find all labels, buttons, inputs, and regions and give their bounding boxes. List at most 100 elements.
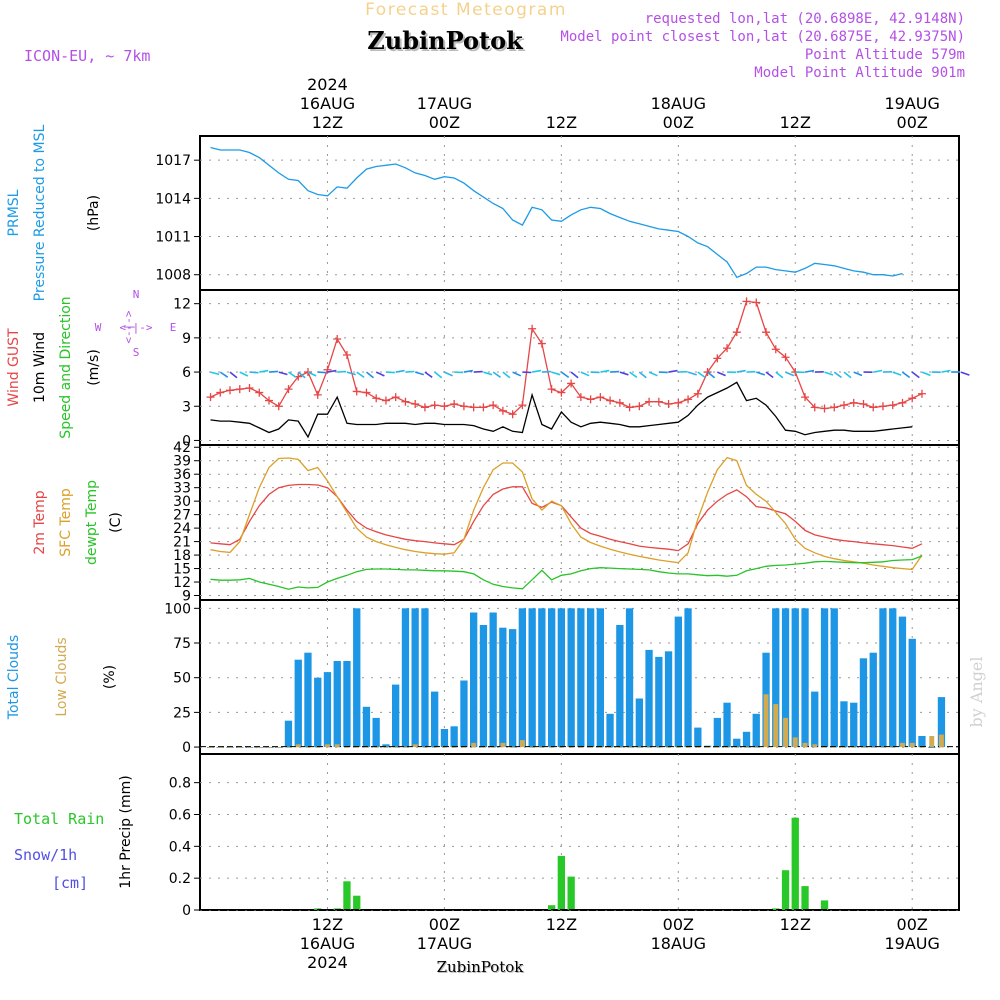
wind-direction-arrow bbox=[580, 371, 590, 377]
wind-direction-arrow bbox=[638, 371, 647, 379]
gust-point bbox=[596, 393, 605, 402]
wind-direction-arrow bbox=[492, 371, 501, 378]
bar-total-clouds bbox=[353, 608, 361, 747]
bar-low-clouds bbox=[939, 734, 944, 748]
time-axis-label: 17AUG bbox=[417, 94, 472, 113]
wind-direction-arrow bbox=[375, 371, 385, 377]
gust-point bbox=[908, 394, 917, 403]
model-altitude: Model Point Altitude 901m bbox=[754, 65, 965, 81]
bar-low-clouds bbox=[334, 744, 340, 748]
wind-direction-arrow bbox=[327, 369, 337, 373]
wind-direction-arrow bbox=[960, 371, 970, 376]
bar-total-clouds bbox=[850, 702, 858, 748]
gust-point bbox=[586, 395, 595, 404]
gust-point bbox=[576, 393, 585, 402]
bar-low-clouds bbox=[753, 747, 759, 748]
wind-direction-arrow bbox=[716, 371, 726, 377]
panel-label: Total Clouds bbox=[6, 635, 22, 720]
time-axis-label: 19AUG bbox=[885, 934, 940, 953]
bar-total-clouds bbox=[801, 608, 809, 747]
wind-direction-arrow bbox=[502, 371, 511, 379]
bar-total-clouds bbox=[557, 608, 565, 747]
gust-point bbox=[342, 350, 351, 359]
bar-low-clouds bbox=[558, 747, 564, 748]
bar-low-clouds bbox=[227, 747, 233, 748]
meteogram-title: Forecast Meteogram bbox=[365, 0, 567, 20]
wind-direction-arrow bbox=[473, 370, 483, 373]
gust-point bbox=[450, 399, 459, 408]
gust-point bbox=[654, 397, 663, 406]
bar-total-clouds bbox=[635, 698, 643, 748]
gust-point bbox=[615, 398, 624, 407]
y-tick-label: 39 bbox=[173, 454, 191, 470]
bar-low-clouds bbox=[870, 747, 876, 748]
bar-total-clouds bbox=[840, 701, 848, 748]
y-tick-label: 0.6 bbox=[169, 807, 191, 823]
bar-low-clouds bbox=[373, 747, 379, 748]
y-tick-label: 3 bbox=[182, 399, 191, 415]
bar-low-clouds bbox=[724, 747, 730, 748]
bar-total-clouds bbox=[625, 608, 634, 747]
panel-label: 2m Temp bbox=[32, 490, 48, 554]
bar-low-clouds bbox=[851, 747, 857, 748]
y-tick-label: 50 bbox=[173, 671, 191, 687]
bar-low-clouds bbox=[422, 747, 428, 748]
bar-total-clouds bbox=[772, 608, 780, 747]
gust-point bbox=[352, 387, 361, 396]
bar-total-clouds bbox=[323, 672, 332, 747]
bar-low-clouds bbox=[481, 747, 486, 748]
gust-point bbox=[372, 394, 381, 403]
wind-direction-arrow bbox=[239, 371, 249, 377]
bar-low-clouds bbox=[305, 747, 311, 748]
time-axis-label: 00Z bbox=[897, 113, 928, 132]
bar-total-clouds bbox=[723, 702, 731, 748]
bar-low-clouds bbox=[861, 747, 866, 748]
gust-point bbox=[537, 339, 546, 348]
bar-total-clouds bbox=[596, 608, 604, 747]
bar-total-clouds bbox=[820, 608, 829, 747]
time-axis-label: 18AUG bbox=[651, 934, 706, 953]
gust-point bbox=[752, 298, 761, 307]
wind-direction-arrow bbox=[531, 369, 542, 373]
gust-point bbox=[557, 388, 566, 397]
panel-label: Total Rain bbox=[14, 810, 104, 828]
bar-total-clouds bbox=[937, 697, 946, 747]
y-tick-label: 0.4 bbox=[169, 839, 191, 855]
y-tick-label: 25 bbox=[173, 705, 191, 721]
series-line-prmsl bbox=[210, 146, 903, 279]
gust-point bbox=[206, 393, 215, 402]
bar-total-clouds bbox=[314, 677, 322, 748]
bar-total-clouds bbox=[382, 744, 390, 748]
bar-total-clouds bbox=[479, 625, 488, 748]
gust-point bbox=[235, 385, 244, 394]
bar-low-clouds bbox=[812, 744, 818, 748]
y-tick-label: 12 bbox=[173, 575, 191, 591]
wind-direction-arrow bbox=[424, 371, 433, 378]
bar-low-clouds bbox=[578, 747, 584, 748]
credit-watermark: by Angel bbox=[967, 656, 986, 727]
panel-label: [cm] bbox=[52, 874, 88, 892]
bar-total-clouds bbox=[859, 658, 868, 748]
time-axis-label: 12Z bbox=[546, 915, 577, 934]
bar-total-clouds bbox=[616, 625, 624, 748]
unit-label: 1hr Precip (mm) bbox=[118, 775, 134, 888]
wind-direction-arrow bbox=[249, 371, 259, 374]
gust-point bbox=[781, 353, 790, 362]
wind-direction-arrow bbox=[405, 370, 415, 373]
gust-point bbox=[313, 390, 322, 399]
panel-frame bbox=[199, 753, 960, 911]
bar-low-clouds bbox=[237, 747, 243, 748]
bar-total-clouds bbox=[606, 713, 614, 748]
time-axis-label: 12Z bbox=[780, 113, 811, 132]
gust-point bbox=[333, 335, 342, 344]
bar-total-clouds bbox=[421, 608, 429, 747]
bar-low-clouds bbox=[636, 747, 642, 748]
bar-low-clouds bbox=[763, 694, 769, 747]
closest-coords: Model point closest lon,lat (20.6875E, 4… bbox=[560, 29, 965, 45]
unit-label: (hPa) bbox=[86, 195, 102, 231]
bar-total-clouds bbox=[431, 691, 439, 748]
gust-point bbox=[420, 403, 429, 412]
y-tick-label: 21 bbox=[173, 535, 191, 551]
panel-0: 1008 1011 1014 1017 PRMSL Pressure Reduced to… bbox=[6, 124, 960, 301]
bar-total-clouds bbox=[694, 727, 702, 747]
